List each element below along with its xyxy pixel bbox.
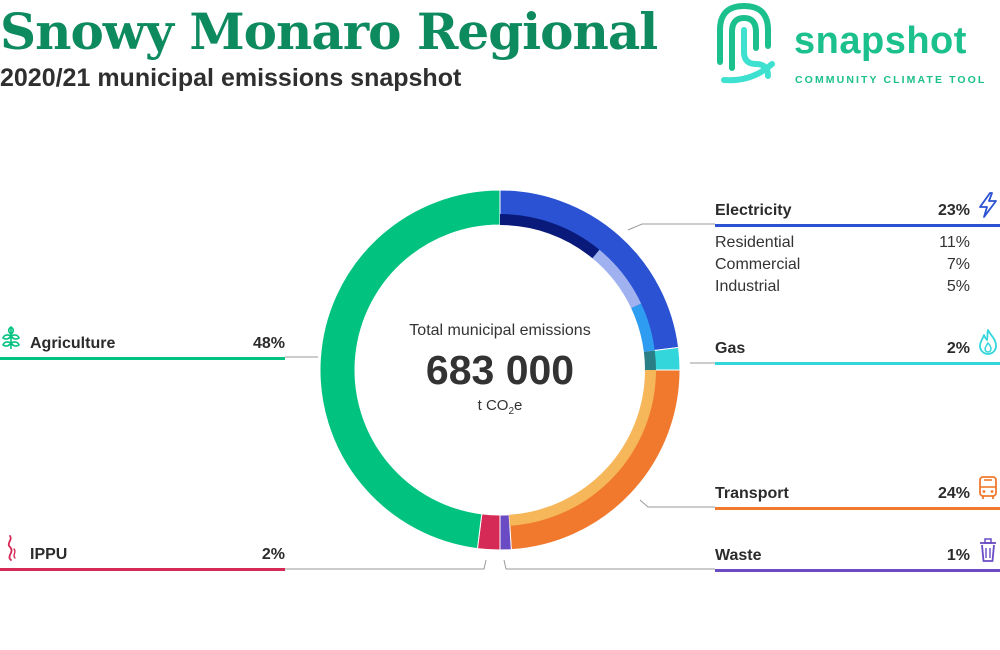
logo-tagline: COMMUNITY CLIMATE TOOL [795, 74, 987, 86]
legend-electricity-label: Electricity [715, 202, 792, 219]
smoke-icon [7, 535, 16, 561]
inner-ring [500, 214, 656, 526]
slice-agriculture[interactable] [319, 189, 501, 550]
leader-ippu [285, 559, 487, 570]
legend-waste-rule [715, 569, 1000, 572]
flame-icon [979, 329, 997, 355]
legend-waste-label: Waste [715, 547, 762, 564]
leader-waste [503, 559, 715, 570]
legend-gas-value: 2% [946, 340, 970, 357]
snapshot-logo[interactable]: snapshot COMMUNITY CLIMATE TOOL [712, 0, 1000, 92]
plant-icon [2, 326, 20, 349]
legend-agriculture-rule [0, 357, 285, 360]
bus-icon [979, 476, 997, 499]
legend-ippu-rule [0, 568, 285, 571]
trash-bin-icon [980, 538, 996, 562]
logo-wordmark: snapshot [794, 20, 967, 62]
total-emissions-summary: Total municipal emissions 683 000 t CO2e [380, 322, 620, 417]
legend-ippu[interactable]: IPPU 2% [0, 546, 285, 572]
legend-electricity[interactable]: Electricity 23% [715, 202, 1000, 228]
electricity-residential: Residential 11% [715, 234, 970, 254]
legend-transport-label: Transport [715, 485, 789, 502]
total-label: Total municipal emissions [409, 322, 591, 339]
leader-lines [285, 223, 715, 570]
lightning-icon [979, 192, 997, 218]
legend-ippu-value: 2% [261, 546, 285, 563]
total-value: 683 000 [425, 347, 575, 393]
page-title: Snowy Monaro Regional [0, 2, 658, 61]
electricity-commercial: Commercial 7% [715, 256, 970, 276]
inner-slice-commercial[interactable] [592, 249, 642, 309]
legend-waste-value: 1% [946, 547, 970, 564]
legend-gas-rule [715, 362, 1000, 365]
page-subtitle: 2020/21 municipal emissions snapshot [0, 64, 462, 92]
legend-agriculture-value: 48% [252, 335, 285, 352]
inner-slice-residential[interactable] [500, 214, 600, 259]
total-unit: t CO2e [477, 397, 523, 417]
inner-slice-gas[interactable] [643, 350, 656, 370]
legend-transport-rule [715, 507, 1000, 510]
inner-slice-transport[interactable] [509, 370, 656, 526]
legend-agriculture[interactable]: Agriculture 48% [0, 335, 285, 361]
industrial-label: Industrial [715, 278, 780, 295]
snapshot-swirl-icon [717, 2, 775, 84]
residential-value: 11% [939, 234, 970, 251]
commercial-value: 7% [946, 256, 970, 273]
industrial-value: 5% [946, 278, 970, 295]
legend-transport[interactable]: Transport 24% [715, 485, 1000, 511]
legend-waste[interactable]: Waste 1% [715, 547, 1000, 573]
legend-ippu-label: IPPU [30, 546, 68, 563]
legend-electricity-rule [715, 224, 1000, 227]
leader-electricity [627, 223, 715, 231]
inner-slice-industrial[interactable] [631, 303, 655, 352]
legend-transport-value: 24% [937, 485, 970, 502]
leader-transport [639, 499, 715, 508]
legend-electricity-value: 23% [937, 202, 970, 219]
legend-agriculture-label: Agriculture [30, 335, 116, 352]
residential-label: Residential [715, 234, 795, 251]
electricity-industrial: Industrial 5% [715, 278, 970, 298]
legend-gas[interactable]: Gas 2% [715, 340, 1000, 366]
commercial-label: Commercial [715, 256, 801, 273]
legend-gas-label: Gas [715, 340, 746, 357]
